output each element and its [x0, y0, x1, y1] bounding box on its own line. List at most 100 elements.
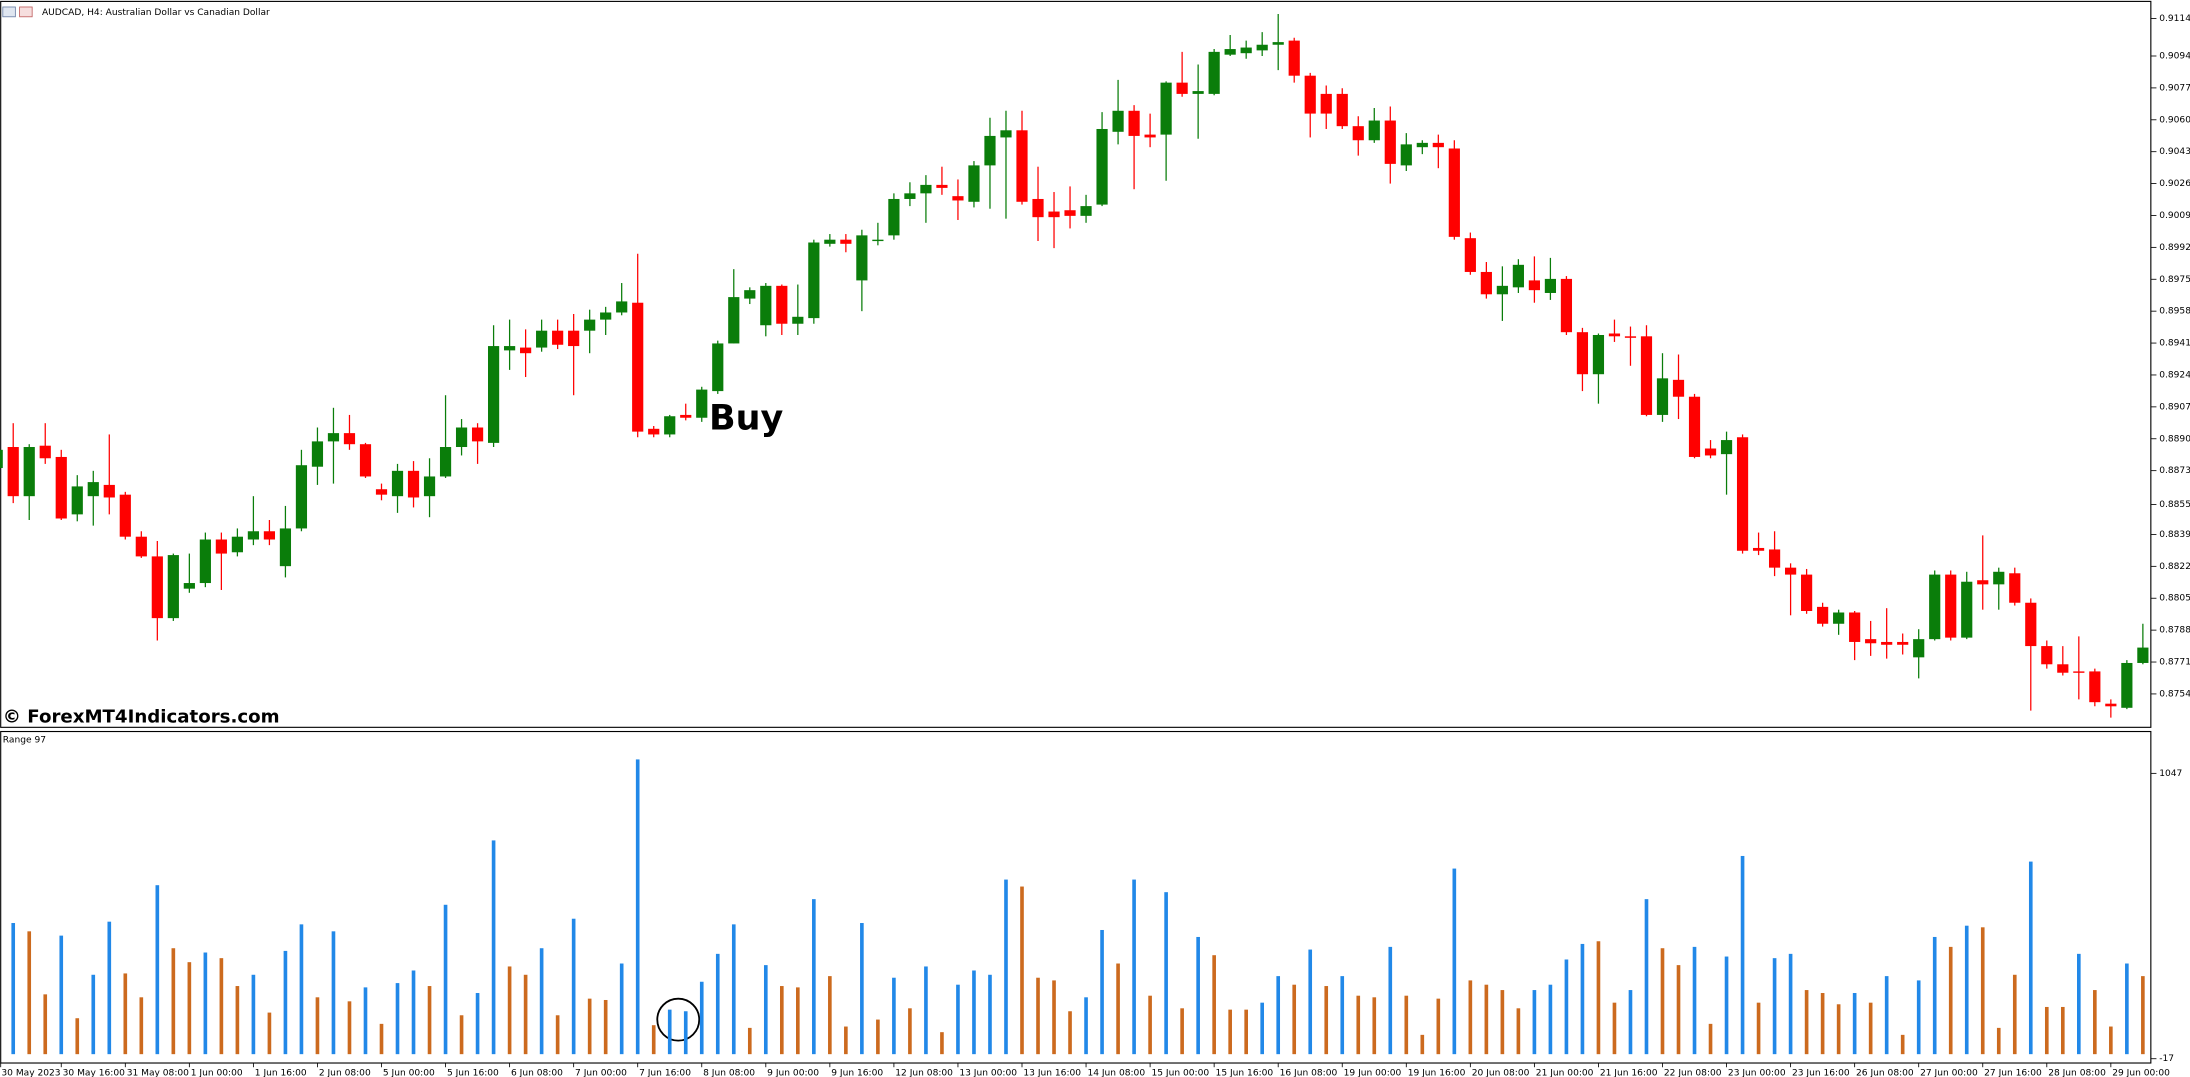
x-tick-label: 20 Jun 08:00 — [1472, 1068, 1530, 1077]
y-tick-label: 0.89920 — [2159, 243, 2190, 253]
range-bar — [1212, 955, 1216, 1055]
range-bar — [2060, 1006, 2065, 1055]
range-bar — [1260, 1002, 1265, 1055]
candle-body — [2121, 662, 2133, 708]
candle-body — [1688, 396, 1701, 457]
range-bar — [1724, 956, 1729, 1055]
range-bar — [507, 966, 512, 1055]
range-bar — [139, 997, 144, 1055]
range-bar — [715, 953, 720, 1055]
range-bar — [1468, 980, 1473, 1055]
range-bar — [2012, 974, 2017, 1055]
candle-body — [1961, 581, 1973, 638]
y-tick-label: 0.90260 — [2159, 179, 2190, 189]
x-tick-label: 5 Jun 16:00 — [447, 1068, 499, 1077]
range-bar — [395, 983, 400, 1055]
candle-body — [1192, 91, 1204, 94]
range-bar — [411, 970, 416, 1055]
range-bar — [523, 974, 528, 1055]
range-bar — [203, 952, 208, 1055]
candle-body — [375, 489, 388, 495]
candle-body — [1592, 334, 1605, 375]
range-bar — [2141, 976, 2145, 1055]
candle-body — [2137, 647, 2149, 663]
candle-body — [1752, 547, 1765, 551]
y-tick-label: 0.87540 — [2159, 689, 2190, 699]
indicator-frame — [0, 730, 2152, 1064]
range-bar — [635, 759, 640, 1055]
range-bar — [1100, 929, 1104, 1055]
x-tick-label: 1 Jun 00:00 — [191, 1068, 243, 1077]
candle-body — [1881, 641, 1893, 645]
candle-body — [1849, 612, 1861, 642]
y-tick-label: 0.89580 — [2159, 307, 2190, 317]
candle-body — [1544, 278, 1557, 293]
candle-body — [71, 486, 83, 515]
candle-body — [1400, 144, 1412, 166]
y-tick-label: 0.88550 — [2159, 500, 2190, 510]
range-bar — [1596, 941, 1601, 1055]
range-bar — [1788, 953, 1793, 1055]
candle-body — [600, 312, 612, 320]
range-bar — [235, 986, 240, 1055]
candle-body — [2025, 602, 2037, 647]
y-tick-label: 0.88220 — [2159, 562, 2190, 572]
watermark: © ForexMT4Indicators.com — [3, 707, 280, 728]
candle-body — [7, 447, 19, 497]
candle-body — [856, 235, 868, 281]
range-bar — [299, 924, 304, 1055]
y-tick-label: 0.90430 — [2159, 147, 2190, 157]
range-bar — [1132, 879, 1136, 1055]
candle-body — [471, 427, 484, 442]
x-tick-label: 23 Jun 00:00 — [1728, 1068, 1786, 1077]
candle-body — [552, 330, 564, 345]
range-bar — [459, 1015, 464, 1055]
range-bar — [11, 923, 16, 1055]
range-bar — [1804, 990, 1809, 1055]
candle-body — [1160, 82, 1172, 135]
range-bar — [2077, 953, 2081, 1055]
candle-body — [1240, 47, 1252, 54]
range-bar — [796, 987, 800, 1055]
candle-body — [1384, 120, 1396, 164]
range-bar — [155, 885, 160, 1055]
candle-body — [728, 297, 740, 344]
candle-body — [343, 433, 356, 445]
candle-body — [295, 465, 308, 529]
range-bar — [1180, 1008, 1184, 1055]
x-tick-label: 13 Jun 16:00 — [1023, 1068, 1081, 1077]
range-bar — [1292, 984, 1297, 1055]
range-bar — [1548, 984, 1553, 1055]
range-bar — [1676, 965, 1681, 1055]
candle-body — [439, 447, 452, 477]
range-bar — [1500, 990, 1505, 1055]
candle-body — [87, 482, 99, 497]
candle-body — [1656, 378, 1669, 415]
range-bar — [1420, 1034, 1425, 1055]
candle-body — [1224, 49, 1236, 55]
candle-body — [1720, 440, 1733, 455]
candle-body — [1897, 641, 1909, 645]
y-tick-label: 0.88730 — [2159, 466, 2190, 476]
range-bar — [812, 899, 816, 1055]
range-bar — [43, 994, 48, 1055]
range-bar — [956, 984, 960, 1055]
range-bar — [651, 1025, 656, 1055]
candle-body — [520, 347, 532, 354]
candle-body — [1913, 639, 1925, 658]
x-tick-label: 30 May 2023 — [1, 1068, 60, 1077]
range-bar — [2125, 963, 2129, 1055]
candle-body — [119, 494, 131, 537]
candle-body — [1977, 580, 1989, 585]
candle-body — [1512, 264, 1524, 288]
candle-body — [1929, 574, 1941, 640]
y-tick-label: 0.89070 — [2159, 402, 2190, 412]
range-bar — [1116, 963, 1120, 1055]
range-bar — [1900, 1034, 1905, 1055]
range-bar — [1036, 977, 1040, 1055]
range-bar — [892, 977, 896, 1055]
candle-body — [1768, 549, 1781, 568]
x-tick-label: 15 Jun 00:00 — [1151, 1068, 1209, 1077]
y-tick-label: 1047 — [2159, 769, 2182, 779]
range-bar — [1452, 868, 1457, 1055]
